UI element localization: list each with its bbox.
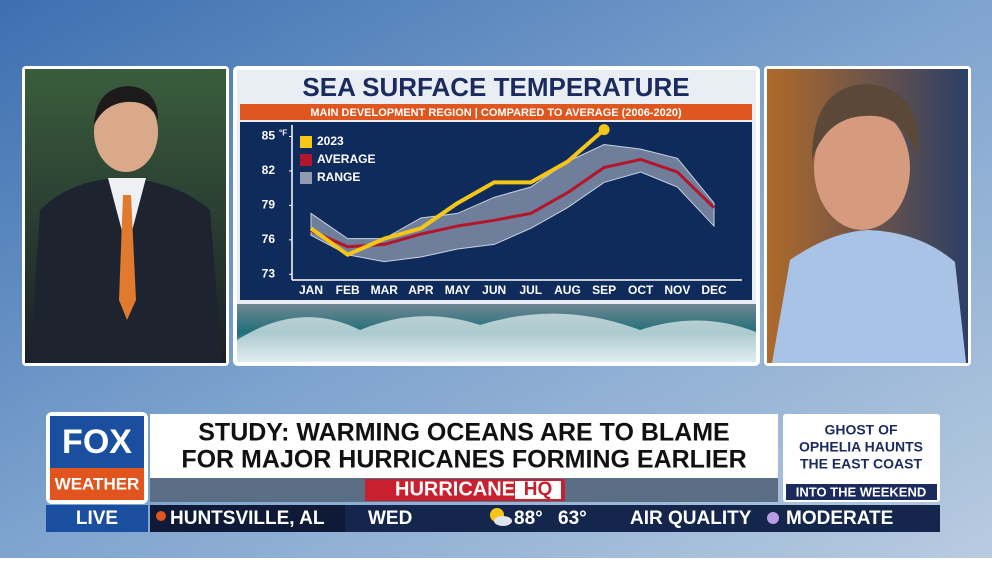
anchor-head xyxy=(94,92,158,172)
ticker-location-bg xyxy=(150,505,345,532)
y-tick-label: 79 xyxy=(262,198,276,212)
logo-bottom xyxy=(50,468,144,500)
headline-line: FOR MAJOR HURRICANES FORMING EARLIER xyxy=(181,446,746,474)
air-quality-icon xyxy=(767,512,779,524)
live-text: LIVE xyxy=(76,508,118,529)
legend-swatch xyxy=(300,136,312,148)
y-tick-label: 85 xyxy=(262,129,276,143)
ticker-low: 63° xyxy=(558,508,587,529)
x-tick-label: NOV xyxy=(664,283,690,297)
legend-swatch xyxy=(300,172,312,184)
x-tick-label: DEC xyxy=(701,283,727,297)
show-badge: HQ xyxy=(524,479,553,500)
ticker-metric: AIR QUALITY xyxy=(630,508,752,529)
sidebar-footer-bg xyxy=(786,484,937,500)
y-unit: °F xyxy=(279,129,287,138)
logo-weather: WEATHER xyxy=(55,474,140,493)
wave-foam xyxy=(237,313,756,362)
chart: 73 76 79 82 85 °F JAN FEB MAR APR MAY JUN JUL AUG SEP O… xyxy=(262,124,742,297)
x-tick-label: JUN xyxy=(482,283,506,297)
legend-label: 2023 xyxy=(317,134,344,148)
guest-shirt xyxy=(772,230,966,363)
legend-label: RANGE xyxy=(317,170,360,184)
y-tick-label: 82 xyxy=(262,163,276,177)
y-tick-label: 76 xyxy=(262,232,276,246)
chart-subtitle: MAIN DEVELOPMENT REGION | COMPARED TO AV… xyxy=(310,107,682,119)
x-tick-label: JUL xyxy=(519,283,542,297)
legend-label: AVERAGE xyxy=(317,152,375,166)
guest-hair xyxy=(812,84,919,160)
ticker-metric-value: MODERATE xyxy=(786,508,893,529)
x-tick-label: SEP xyxy=(592,283,616,297)
sidebar-line: OPHELIA HAUNTS xyxy=(799,439,923,455)
legend-swatch xyxy=(300,154,312,166)
guest-head xyxy=(814,106,910,230)
x-tick-label: MAY xyxy=(445,283,471,297)
live-badge xyxy=(46,505,148,532)
logo-top xyxy=(50,416,144,468)
chart-title: SEA SURFACE TEMPERATURE xyxy=(302,72,689,102)
sidebar-line: THE EAST COAST xyxy=(800,456,923,472)
anchor-tie xyxy=(119,195,136,320)
anchor-hair xyxy=(94,86,158,125)
line-series xyxy=(310,157,716,249)
subtitle-band xyxy=(240,104,752,120)
sidebar-footer: INTO THE WEEKEND xyxy=(796,484,927,499)
headline-box xyxy=(150,414,778,478)
x-tick-label: FEB xyxy=(336,283,360,297)
ticker-high: 88° xyxy=(514,508,543,529)
ticker-day: WED xyxy=(368,508,412,529)
headline-line: STUDY: WARMING OCEANS ARE TO BLAME xyxy=(198,419,729,447)
end-point xyxy=(598,124,610,136)
x-tick-label: AUG xyxy=(554,283,581,297)
x-tick-label: MAR xyxy=(371,283,399,297)
show-badge-box xyxy=(515,481,561,499)
x-tick-label: APR xyxy=(408,283,434,297)
show-name: HURRICANE xyxy=(395,478,515,500)
sidebar-box xyxy=(783,414,940,502)
x-tick-label: JAN xyxy=(299,283,323,297)
x-tick-label: OCT xyxy=(628,283,654,297)
y-tick-label: 73 xyxy=(262,266,276,280)
logo-fox: FOX xyxy=(62,423,132,461)
line-series xyxy=(309,128,606,257)
weather-cloud xyxy=(494,516,512,526)
sidebar-line: GHOST OF xyxy=(824,422,898,438)
location-pin xyxy=(156,511,166,521)
ticker-location: HUNTSVILLE, AL xyxy=(170,508,325,529)
